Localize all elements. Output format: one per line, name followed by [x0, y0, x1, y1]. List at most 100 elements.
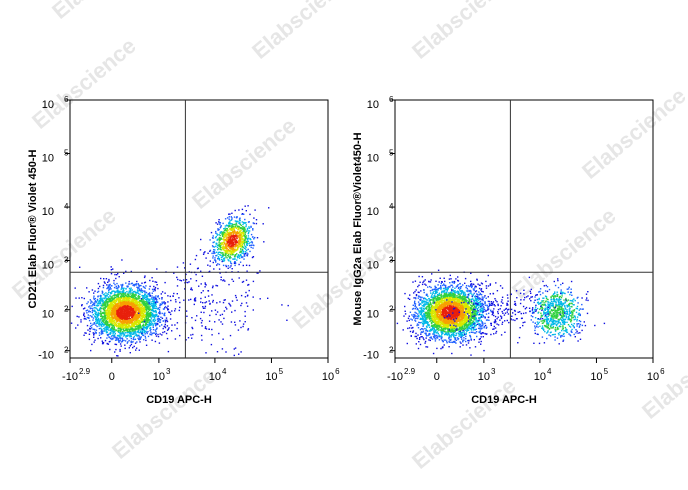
event-dot [123, 330, 125, 332]
event-dot [484, 308, 486, 311]
event-dot [122, 325, 124, 327]
event-dot [116, 338, 118, 340]
y-tick-label-exponent: 2 [64, 305, 69, 314]
event-dot [134, 342, 137, 344]
event-dot [109, 333, 112, 335]
event-dot [219, 314, 222, 316]
event-dot [212, 261, 214, 264]
event-dot [117, 339, 119, 341]
event-dot [118, 307, 120, 309]
y-axis-label: CD21 Elab Fluor® Violet 450-H [27, 150, 39, 309]
event-dot [229, 245, 231, 247]
event-dot [239, 261, 242, 263]
event-dot [113, 293, 116, 295]
event-dot [147, 310, 150, 313]
event-dot [105, 305, 108, 308]
event-dot [222, 259, 224, 261]
event-dot [238, 243, 240, 246]
event-dot [129, 299, 131, 301]
event-dot [131, 311, 133, 314]
event-dot [231, 218, 233, 221]
event-dot [109, 311, 112, 313]
event-dot [191, 289, 193, 291]
event-dot [83, 312, 85, 314]
event-dot [110, 297, 112, 299]
event-dot [469, 310, 472, 312]
event-dot [232, 258, 235, 260]
event-dot [93, 332, 95, 335]
event-dot [115, 287, 118, 289]
event-dot [108, 284, 110, 286]
event-dot [126, 315, 128, 318]
event-dot [83, 314, 85, 316]
event-dot [118, 276, 120, 278]
event-dot [101, 292, 103, 294]
event-dot [234, 243, 236, 245]
y-tick-label: 10 [42, 206, 54, 218]
event-dot [114, 291, 116, 294]
event-dot [449, 291, 452, 294]
event-dot [228, 246, 230, 248]
event-dot [246, 305, 249, 307]
event-dot [252, 296, 254, 298]
event-dot [233, 230, 236, 233]
event-dot [122, 287, 125, 290]
event-dot [144, 293, 147, 295]
event-dot [158, 312, 160, 314]
event-dot [128, 334, 130, 336]
event-dot [139, 308, 142, 310]
event-dot [103, 309, 106, 312]
event-dot [129, 300, 132, 303]
event-dot [113, 286, 116, 289]
event-dot [105, 313, 107, 316]
event-dot [219, 227, 221, 229]
event-dot [215, 242, 217, 244]
event-dot [103, 321, 105, 323]
event-dot [167, 328, 170, 330]
event-dot [152, 328, 155, 331]
event-dot [431, 295, 433, 297]
event-dot [142, 299, 144, 301]
event-dot [151, 288, 154, 291]
event-dot [137, 295, 140, 297]
event-dot [107, 287, 109, 289]
event-dot [132, 293, 134, 295]
event-dot [144, 309, 146, 311]
event-dot [224, 257, 226, 259]
event-dot [100, 307, 103, 310]
event-dot [123, 306, 125, 308]
event-dot [117, 272, 119, 275]
event-dot [138, 297, 141, 299]
event-dot [121, 324, 123, 326]
event-dot [250, 238, 252, 241]
event-dot [116, 334, 119, 337]
event-dot [440, 305, 442, 307]
event-dot [234, 262, 237, 265]
event-dot [110, 300, 112, 302]
event-dot [205, 328, 208, 330]
event-dot [93, 307, 95, 309]
event-dot [239, 320, 241, 322]
event-dot [484, 295, 486, 297]
event-dot [234, 232, 236, 234]
event-dot [101, 318, 104, 320]
event-dot [161, 312, 163, 315]
event-dot [166, 320, 169, 323]
event-dot [155, 298, 157, 300]
event-dot [148, 302, 150, 304]
event-dot [116, 289, 118, 291]
event-dot [262, 223, 264, 225]
event-dot [137, 302, 139, 304]
event-dot [263, 241, 265, 243]
event-dot [232, 239, 234, 242]
event-dot [129, 319, 131, 321]
event-dot [217, 253, 219, 255]
event-dot [105, 310, 107, 312]
event-dot [92, 310, 94, 312]
event-dot [118, 309, 121, 311]
event-dot [211, 328, 213, 331]
event-dot [253, 222, 255, 225]
event-dot [101, 320, 104, 322]
event-dot [247, 329, 249, 331]
event-dot [233, 348, 235, 350]
